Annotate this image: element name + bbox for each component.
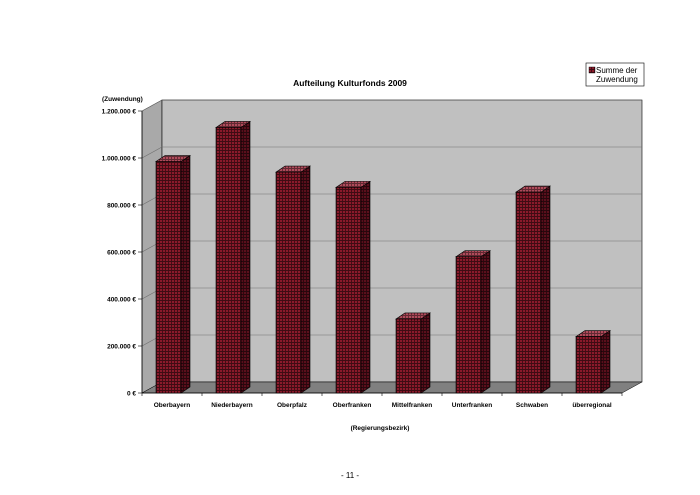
- bar: [215, 127, 242, 394]
- bar-side: [480, 250, 491, 394]
- y-tick-label: 400.000 €: [107, 297, 136, 304]
- x-tick-label: Oberbayern: [154, 402, 191, 409]
- bar-side: [360, 180, 371, 394]
- bar-side: [240, 120, 251, 394]
- bar: [575, 336, 602, 394]
- bar-side: [600, 330, 611, 394]
- page-number: - 11 -: [341, 471, 359, 480]
- bar-side: [180, 154, 191, 394]
- x-tick-label: Schwaben: [516, 402, 548, 409]
- y-axis-title: (Zuwendung): [102, 96, 143, 103]
- x-tick-label: Unterfranken: [452, 402, 492, 409]
- plot-area: 0 € 200.000 € 400.000 € 600.000 € 800.000 € 1…: [102, 99, 643, 409]
- x-axis-title: (Regierungsbezirk): [351, 425, 410, 432]
- bar-side: [540, 185, 551, 394]
- bar: [455, 256, 482, 394]
- y-tick-label: 1.200.000 €: [102, 109, 137, 116]
- y-tick-label: 200.000 €: [107, 344, 136, 351]
- bar: [335, 187, 362, 394]
- y-tick-label: 0 €: [127, 391, 136, 398]
- gridline-side: [141, 146, 163, 159]
- bar: [155, 161, 182, 394]
- x-tick-label: überregional: [572, 402, 612, 409]
- y-tick-label: 800.000 €: [107, 203, 136, 210]
- bar-side: [420, 312, 431, 394]
- bar: [395, 318, 422, 394]
- legend: Summe der Zuwendung: [585, 62, 645, 87]
- legend-swatch: [588, 66, 596, 74]
- x-tick-label: Niederbayern: [211, 402, 253, 409]
- x-tick-label: Mittelfranken: [392, 402, 432, 409]
- chart-title: Aufteilung Kulturfonds 2009: [293, 78, 407, 88]
- bar-side: [300, 165, 311, 394]
- x-tick-label: Oberfranken: [333, 402, 372, 409]
- y-tick-label: 600.000 €: [107, 250, 136, 257]
- bar: [515, 191, 542, 394]
- legend-label-line-1: Summe der: [596, 66, 638, 75]
- x-tick-label: Oberpfalz: [277, 402, 308, 409]
- gridline-side: [141, 99, 163, 112]
- bar: [275, 171, 302, 394]
- legend-label-line-2: Zuwendung: [596, 75, 638, 84]
- legend-box: [585, 62, 645, 87]
- y-tick-label: 1.000.000 €: [102, 156, 137, 163]
